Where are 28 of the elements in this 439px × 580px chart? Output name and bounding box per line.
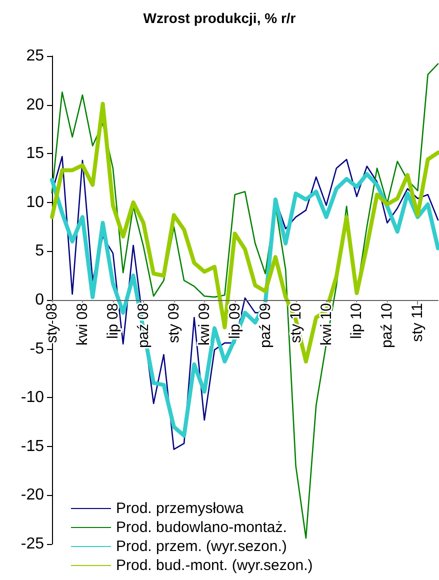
x-tick-label: sty 11 (409, 303, 426, 342)
y-tick-label: 10 (26, 194, 44, 211)
y-tick-label: 15 (26, 145, 44, 162)
x-tick-label: lip 09 (226, 303, 244, 339)
y-tick-label: 25 (26, 48, 44, 64)
y-tick-label: -10 (20, 389, 44, 406)
x-tick-label: paź 08 (134, 303, 152, 348)
x-tick-label: sty 10 (287, 303, 304, 344)
chart-title: Wzrost produkcji, % r/r (143, 10, 296, 26)
y-tick-label: -5 (30, 340, 44, 358)
x-tick-label: sty 09 (165, 303, 182, 344)
legend-label: Prod. przemysłowa (116, 500, 244, 517)
y-tick-label: 5 (35, 242, 44, 260)
y-tick-label: -25 (20, 536, 44, 552)
legend-label: Prod. bud.-mont. (wyr.sezon.) (116, 557, 313, 574)
y-tick-label: -15 (20, 438, 44, 455)
legend-label: Prod. budowlano-montaż. (116, 519, 287, 536)
x-tick-label: paź 10 (378, 303, 396, 348)
y-tick-label: -20 (20, 486, 44, 504)
x-tick-label: kwi 08 (74, 303, 91, 346)
legend-label: Prod. przem. (wyr.sezon.) (116, 538, 287, 555)
x-tick-label: lip 08 (104, 303, 122, 339)
x-tick-label: kwi 10 (318, 303, 335, 346)
y-tick-label: 20 (26, 96, 44, 114)
y-tick-label: 0 (35, 292, 44, 308)
x-tick-label: lip 10 (348, 303, 366, 339)
x-tick-label: paź 09 (256, 303, 274, 348)
x-tick-label: kwi 09 (196, 303, 213, 346)
